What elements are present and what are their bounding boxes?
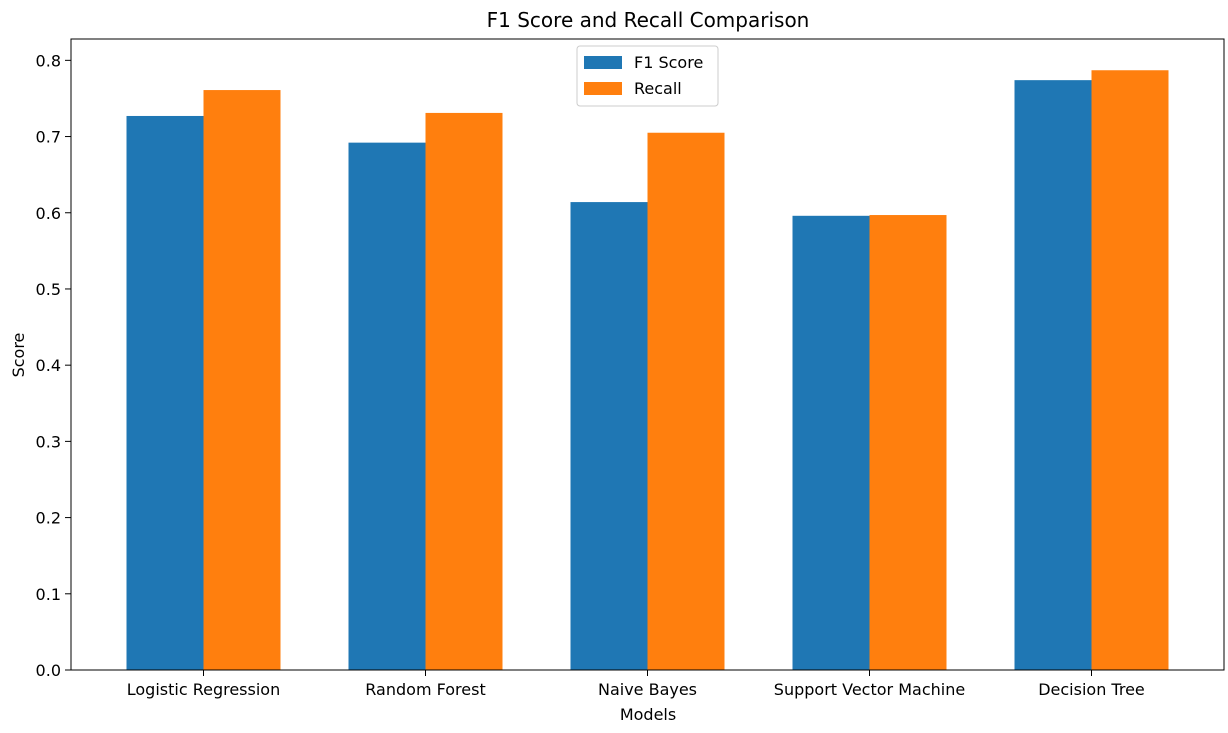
chart-title: F1 Score and Recall Comparison [487, 8, 810, 32]
y-tick-label: 0.5 [36, 280, 61, 299]
bar-f1-score-support-vector-machine [792, 215, 870, 670]
y-tick-label: 0.4 [36, 356, 61, 375]
y-axis-label: Score [9, 333, 28, 378]
legend-label-f1-score: F1 Score [634, 53, 703, 72]
y-tick-label: 0.8 [36, 51, 61, 70]
y-tick-label: 0.0 [36, 661, 61, 680]
x-axis: Logistic Regression Random Forest Naive Ba… [127, 670, 1145, 699]
bar-f1-score-random-forest [348, 142, 426, 670]
y-tick-label: 0.2 [36, 509, 61, 528]
x-tick-label: Random Forest [365, 680, 485, 699]
y-tick-label: 0.7 [36, 128, 61, 147]
bar-recall-decision-tree [1091, 70, 1169, 670]
bar-f1-score-logistic-regression [126, 115, 204, 671]
bar-recall-logistic-regression [203, 90, 281, 670]
bars-group [126, 70, 1169, 671]
x-tick-label: Support Vector Machine [774, 680, 965, 699]
x-tick-label: Decision Tree [1038, 680, 1145, 699]
legend-swatch-recall [584, 82, 622, 95]
bar-recall-naive-bayes [647, 132, 725, 671]
bar-f1-score-naive-bayes [570, 202, 648, 670]
y-axis: 0.0 0.1 0.2 0.3 0.4 0.5 0.6 0.7 0.8 [36, 51, 71, 680]
y-tick-label: 0.1 [36, 585, 61, 604]
legend: F1 Score Recall [576, 45, 719, 107]
x-tick-label: Naive Bayes [598, 680, 697, 699]
legend-swatch-f1-score [584, 56, 622, 69]
legend-label-recall: Recall [634, 79, 682, 98]
y-tick-label: 0.3 [36, 432, 61, 451]
x-tick-label: Logistic Regression [127, 680, 280, 699]
bar-recall-random-forest [425, 112, 503, 670]
y-tick-label: 0.6 [36, 204, 61, 223]
x-axis-label: Models [620, 705, 676, 724]
bar-recall-support-vector-machine [869, 215, 947, 670]
bar-f1-score-decision-tree [1014, 80, 1092, 671]
